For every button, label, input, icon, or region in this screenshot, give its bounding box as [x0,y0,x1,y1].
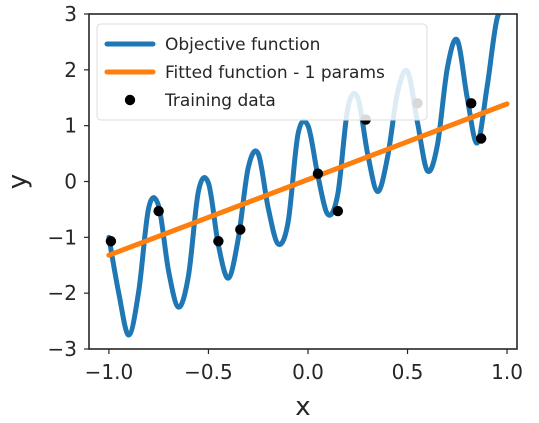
plot-lines [106,14,510,338]
legend-label-0: Objective function [165,35,320,55]
x-tick-label: 1.0 [491,360,523,384]
legend-label-1: Fitted function - 1 params [165,63,385,83]
training-data-point [332,205,344,217]
x-tick-label: −0.5 [184,360,233,384]
legend-marker-2 [124,94,136,106]
legend: Objective function Fitted function - 1 pa… [96,23,428,121]
training-data-point [312,168,324,179]
series-line-1 [106,101,510,258]
y-tick-label: 2 [64,58,77,82]
x-axis-label: x [295,392,310,422]
y-axis-label: y [3,174,33,189]
training-data-point [235,224,246,235]
training-data-point [105,236,117,247]
x-tick-label: 0.5 [392,360,424,384]
ticks: −1.0 −0.5 0.0 0.5 1.0 −3 −2 −1 0 1 2 3 [48,2,523,384]
x-tick-label: 0.0 [292,360,324,384]
x-tick-label: −1.0 [85,360,134,384]
y-tick-label: −2 [48,281,77,305]
y-tick-label: 0 [64,170,77,194]
training-data-point [475,133,487,144]
training-data-point [213,236,224,247]
legend-label-2: Training data [164,91,276,111]
y-tick-label: 1 [64,114,77,138]
y-tick-label: −1 [48,225,77,249]
y-tick-label: −3 [48,337,77,361]
training-data-point [466,98,477,109]
legend-box [96,23,428,121]
y-tick-label: 3 [64,2,77,26]
training-data-point [153,205,164,217]
